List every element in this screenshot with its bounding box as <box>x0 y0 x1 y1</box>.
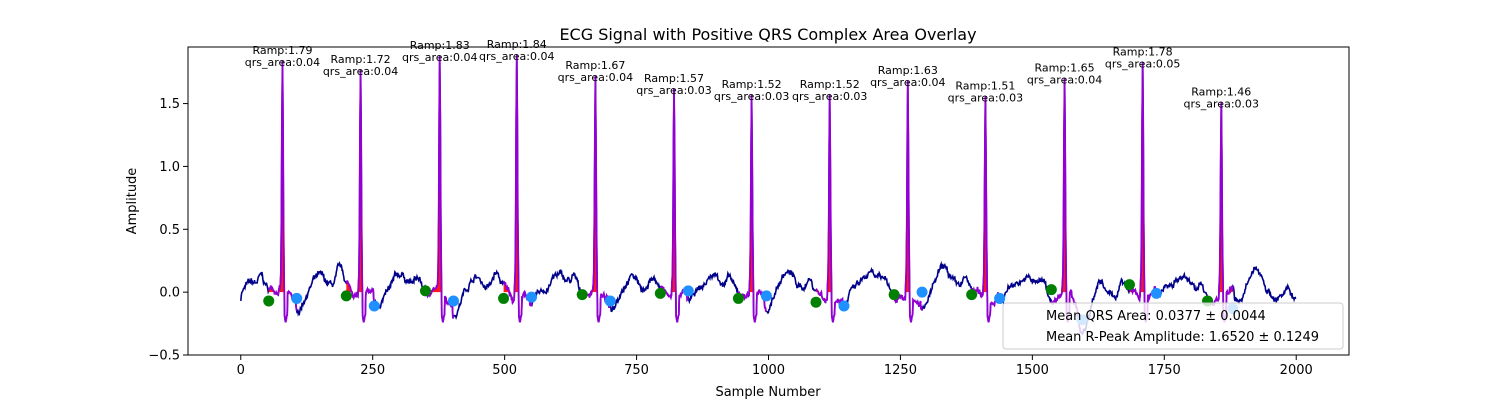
y-tick-label: −0.5 <box>148 349 180 364</box>
qrs-segment-line <box>345 69 376 323</box>
s-point-marker <box>682 285 694 297</box>
qrs-area-label: qrs_area:0.03 <box>1184 98 1259 111</box>
s-point-marker <box>760 290 772 302</box>
qrs-segment-line <box>1050 78 1083 334</box>
x-tick-label: 250 <box>360 363 385 378</box>
ecg-signal-line <box>240 54 1297 336</box>
x-tick-label: 1250 <box>884 363 917 378</box>
x-tick-label: 2000 <box>1280 363 1313 378</box>
r-peak-amplitude-label: Ramp:1.57 <box>644 72 704 85</box>
r-peak-amplitude-label: Ramp:1.72 <box>331 53 391 66</box>
qrs-area-label: qrs_area:0.04 <box>870 76 945 89</box>
r-peak-amplitude-label: Ramp:1.52 <box>722 78 782 91</box>
qrs-segment-line <box>815 94 845 323</box>
x-axis-label: Sample Number <box>715 385 821 400</box>
q-point-marker <box>966 289 978 301</box>
chart-title: ECG Signal with Positive QRS Complex Are… <box>559 25 976 44</box>
qrs-area-label: qrs_area:0.05 <box>1105 57 1180 70</box>
s-point-marker <box>368 300 380 312</box>
qrs-area-label: qrs_area:0.04 <box>479 50 554 63</box>
y-tick-label: 0.5 <box>159 223 180 238</box>
legend: Mean QRS Area: 0.0377 ± 0.0044 Mean R-Pe… <box>1002 302 1344 350</box>
q-point-marker <box>340 290 352 302</box>
qrs-area-label: qrs_area:0.04 <box>323 65 398 78</box>
s-point-marker <box>526 291 538 303</box>
r-peak-amplitude-label: Ramp:1.65 <box>1035 62 1095 75</box>
q-point-marker <box>1123 279 1135 291</box>
s-point-marker <box>291 292 303 304</box>
r-peak-amplitude-label: Ramp:1.63 <box>878 64 938 77</box>
qrs-area-label: qrs_area:0.03 <box>714 90 789 103</box>
qrs-segment-line <box>893 80 923 323</box>
qrs-area-label: qrs_area:0.03 <box>636 84 711 97</box>
q-point-marker <box>419 285 431 297</box>
r-peak-amplitude-label: Ramp:1.46 <box>1191 86 1251 99</box>
qrs-area-label: qrs_area:0.03 <box>948 91 1023 104</box>
r-peak-amplitude-label: Ramp:1.78 <box>1113 45 1173 58</box>
x-tick-label: 500 <box>492 363 517 378</box>
q-point-marker <box>498 292 510 304</box>
qrs-area-label: qrs_area:0.04 <box>1027 74 1102 87</box>
qrs-area-label: qrs_area:0.04 <box>558 71 633 84</box>
legend-entry-r-peak-amplitude: Mean R-Peak Amplitude: 1.6520 ± 0.1249 <box>1046 330 1319 345</box>
q-point-marker <box>576 289 588 301</box>
qrs-segment-line <box>970 95 1001 323</box>
s-point-marker <box>838 300 850 312</box>
r-peak-amplitude-label: Ramp:1.84 <box>487 38 547 51</box>
qrs-area-label: qrs_area:0.04 <box>402 51 477 64</box>
s-point-marker <box>604 295 616 307</box>
legend-entry-qrs-area: Mean QRS Area: 0.0377 ± 0.0044 <box>1046 309 1266 324</box>
r-peak-amplitude-label: Ramp:1.83 <box>410 39 470 52</box>
qrs-area-label: qrs_area:0.04 <box>245 56 320 69</box>
y-axis: −0.5 0.0 0.5 1.0 1.5 <box>148 97 188 364</box>
x-tick-label: 750 <box>624 363 649 378</box>
r-peak-amplitude-label: Ramp:1.51 <box>955 79 1015 92</box>
y-axis-label: Amplitude <box>125 168 140 235</box>
s-point-marker <box>447 295 459 307</box>
x-axis: 0 250 500 750 1000 1250 1500 1750 2000 <box>237 355 1313 378</box>
s-point-marker <box>916 286 928 298</box>
x-tick-label: 1500 <box>1016 363 1049 378</box>
s-point-marker <box>1150 287 1162 299</box>
y-tick-label: 1.5 <box>159 97 180 112</box>
q-point-marker <box>1045 284 1057 296</box>
q-point-marker <box>732 292 744 304</box>
x-tick-label: 0 <box>237 363 245 378</box>
y-tick-label: 1.0 <box>159 160 180 175</box>
y-tick-label: 0.0 <box>159 286 180 301</box>
qrs-area-label: qrs_area:0.03 <box>792 90 867 103</box>
x-tick-label: 1000 <box>752 363 785 378</box>
q-point-marker <box>810 296 822 308</box>
q-point-marker <box>888 289 900 301</box>
r-peak-amplitude-label: Ramp:1.52 <box>800 78 860 91</box>
q-point-marker <box>654 287 666 299</box>
legend-box <box>1002 302 1344 350</box>
x-tick-label: 1750 <box>1148 363 1181 378</box>
q-point-marker <box>263 295 275 307</box>
s-point-marker <box>994 292 1006 304</box>
r-peak-amplitude-label: Ramp:1.67 <box>565 59 625 72</box>
